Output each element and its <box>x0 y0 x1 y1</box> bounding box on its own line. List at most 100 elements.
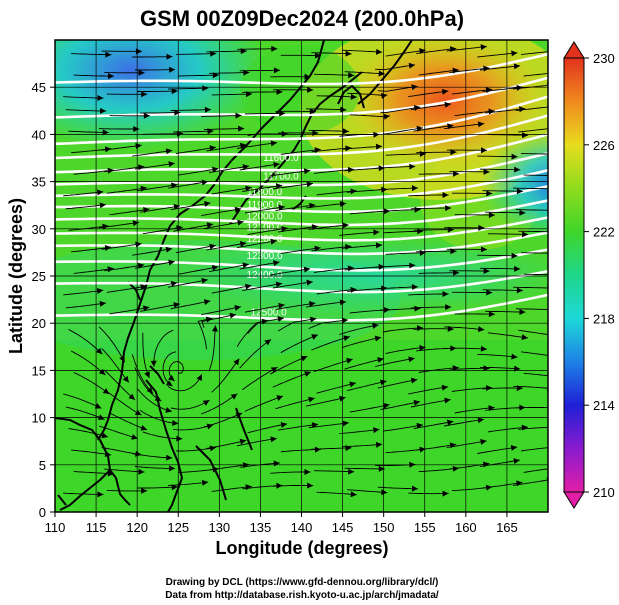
streamline-arrow-261 <box>416 125 423 132</box>
streamline-arrow-60 <box>230 393 238 400</box>
x-tick-label-6: 140 <box>291 520 313 535</box>
streamline-256 <box>203 128 245 130</box>
streamline-arrow-143 <box>201 277 208 284</box>
streamline-arrow-141 <box>140 284 147 291</box>
y-tick-label-0: 0 <box>39 505 46 520</box>
streamline-181 <box>521 252 548 254</box>
streamline-131 <box>244 304 285 313</box>
streamline-arrow-81 <box>486 384 493 391</box>
streamline-90 <box>270 355 308 375</box>
streamline-arrow-165 <box>483 267 490 274</box>
streamline-31 <box>175 446 217 452</box>
streamline-arrow-267 <box>143 112 150 119</box>
streamline-arrow-140 <box>96 288 104 294</box>
streamline-2 <box>137 486 178 489</box>
streamline-arrow-182 <box>102 223 109 230</box>
contour-label-6: 12200.0 <box>246 234 283 245</box>
streamline-10 <box>408 492 449 495</box>
streamline-156 <box>134 261 175 269</box>
streamline-arrow-183 <box>132 220 140 227</box>
streamline-arrow-117 <box>277 316 284 323</box>
streamline-265 <box>518 128 548 133</box>
streamline-arrow-201 <box>278 204 285 211</box>
streamline-168 <box>71 246 112 253</box>
streamline-arrow-312 <box>240 48 247 55</box>
streamline-arrow-163 <box>409 262 416 269</box>
streamline-220 <box>408 194 449 197</box>
streamline-42 <box>68 428 109 438</box>
streamline-83 <box>513 385 548 389</box>
streamline-arrow-71 <box>134 409 142 416</box>
streamline-arrow-192 <box>447 226 454 233</box>
streamline-arrow-291 <box>485 87 493 94</box>
streamline-228 <box>209 165 250 173</box>
streamline-arrow-45 <box>206 423 214 430</box>
streamline-94 <box>418 367 459 373</box>
streamline-191 <box>382 230 424 234</box>
streamline-123 <box>444 326 485 331</box>
contour-label-8: 12400.0 <box>246 270 283 281</box>
streamline-arrow-131 <box>278 302 285 309</box>
streamline-arrow-119 <box>341 317 349 324</box>
streamline-70 <box>63 393 102 409</box>
streamline-251 <box>521 153 548 155</box>
streamline-arrow-159 <box>273 260 280 267</box>
streamline-arrow-17 <box>212 466 219 473</box>
streamline-arrow-49 <box>342 420 349 427</box>
streamline-arrow-288 <box>380 92 388 99</box>
streamline-202 <box>275 204 316 211</box>
streamline-arrow-286 <box>307 86 314 93</box>
streamline-arrow-164 <box>453 269 460 276</box>
contour-label-3: 11900.0 <box>247 200 283 211</box>
streamline-51 <box>382 424 423 432</box>
streamline-33 <box>237 437 277 447</box>
streamline-arrow-155 <box>137 262 145 269</box>
contour-label-4: 12000.0 <box>246 211 283 222</box>
streamline-arrow-73 <box>196 374 202 381</box>
streamline-arrow-109 <box>480 345 488 352</box>
streamline-arrow-224 <box>107 167 114 174</box>
streamline-arrow-195 <box>553 229 559 235</box>
streamline-arrow-320 <box>511 50 518 57</box>
streamline-200 <box>201 208 242 217</box>
streamline-91 <box>313 358 353 373</box>
streamline-arrow-294 <box>107 73 114 80</box>
streamline-93 <box>374 357 415 367</box>
streamline-128 <box>140 303 180 312</box>
streamline-arrow-276 <box>444 101 451 108</box>
streamline-arrow-80 <box>441 384 449 391</box>
streamline-arrow-85 <box>128 393 135 400</box>
streamline-113 <box>98 326 126 363</box>
streamline-307 <box>523 73 548 77</box>
streamline-arrow-282 <box>171 88 178 95</box>
streamline-arrow-123 <box>478 326 485 333</box>
x-axis-ticks: 110 115 120 125 130 135 140 145 150 155 160 165 <box>45 512 518 535</box>
streamline-56 <box>65 406 105 420</box>
streamline-arrow-152 <box>516 287 523 294</box>
streamline-arrow-160 <box>303 266 311 273</box>
streamline-36 <box>341 443 383 448</box>
streamline-arrow-273 <box>340 106 347 113</box>
streamline-arrow-314 <box>314 52 322 59</box>
streamline-252 <box>68 130 109 133</box>
streamline-arrow-216 <box>306 181 313 188</box>
streamline-arrow-281 <box>141 91 148 98</box>
x-tick-label-5: 135 <box>250 520 272 535</box>
streamline-65 <box>380 401 421 411</box>
streamline-arrow-95 <box>483 365 490 372</box>
streamline-arrow-172 <box>239 241 247 247</box>
streamline-arrow-184 <box>176 225 183 232</box>
streamline-arrow-145 <box>275 281 283 288</box>
streamline-312 <box>206 50 247 53</box>
streamline-arrow-39 <box>480 438 487 445</box>
x-tick-label-9: 155 <box>414 520 436 535</box>
streamline-129 <box>170 300 211 310</box>
streamline-288 <box>347 92 388 96</box>
streamline-arrow-72 <box>165 407 172 413</box>
streamline-290 <box>408 90 449 98</box>
streamline-arrow-148 <box>381 285 388 292</box>
x-tick-label-10: 160 <box>455 520 477 535</box>
streamline-arrow-213 <box>201 179 208 186</box>
streamline-arrow-84 <box>102 388 110 395</box>
streamline-arrow-147 <box>350 286 357 293</box>
